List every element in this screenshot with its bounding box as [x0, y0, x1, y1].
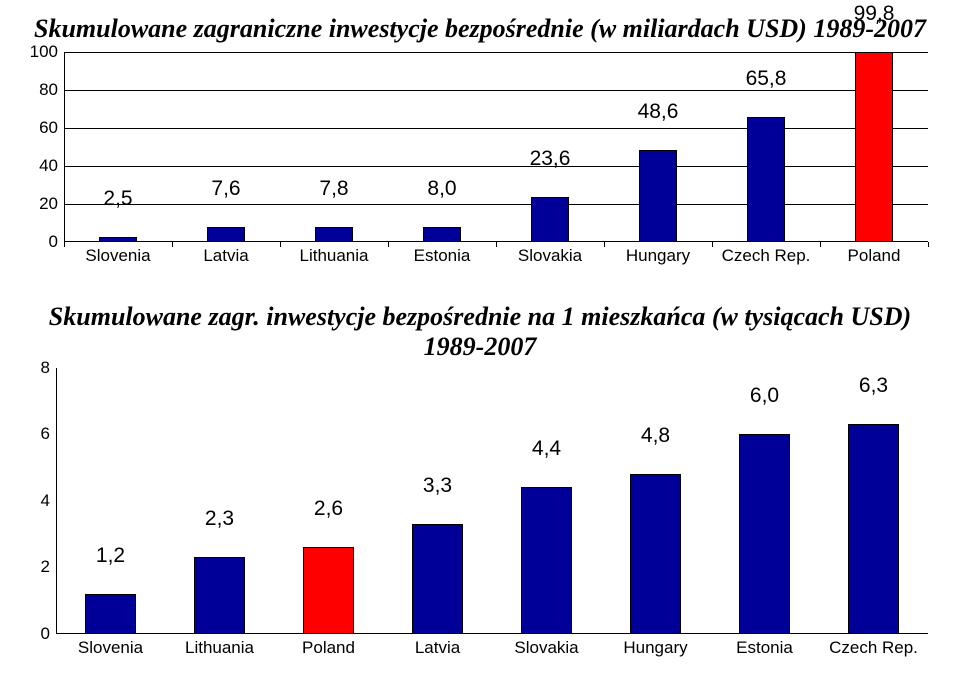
y-tick-label: 80	[39, 80, 58, 100]
bar	[99, 237, 137, 242]
value-label: 2,5	[103, 187, 132, 211]
y-tick-label: 0	[49, 232, 58, 252]
y-axis	[56, 368, 57, 634]
x-tickmark	[604, 242, 605, 247]
title-line: Skumulowane zagraniczne inwestycje bezpo…	[34, 14, 926, 43]
bar	[855, 52, 893, 242]
gridline	[64, 52, 928, 53]
bar	[639, 150, 677, 242]
category-label: Lithuania	[185, 638, 254, 658]
bar	[747, 117, 785, 242]
bar	[531, 197, 569, 242]
category-label: Hungary	[623, 638, 687, 658]
x-tickmark	[928, 242, 929, 247]
y-axis	[64, 52, 65, 242]
category-label: Czech Rep.	[722, 246, 811, 266]
x-tickmark	[388, 242, 389, 247]
category-label: Slovenia	[85, 246, 150, 266]
gridline	[64, 128, 928, 129]
x-tickmark	[496, 242, 497, 247]
category-label: Estonia	[414, 246, 471, 266]
value-label: 6,3	[859, 374, 888, 398]
category-label: Latvia	[203, 246, 248, 266]
bar	[194, 557, 244, 633]
bar	[739, 434, 789, 634]
bar	[521, 487, 571, 633]
y-tick-label: 60	[39, 118, 58, 138]
value-label: 4,8	[641, 424, 670, 448]
gridline	[64, 166, 928, 167]
category-label: Latvia	[415, 638, 460, 658]
value-label: 2,3	[205, 507, 234, 531]
category-label: Lithuania	[299, 246, 368, 266]
value-label: 99,8	[854, 2, 895, 26]
chart-top-plot: 0204060801002,5Slovenia7,6Latvia7,8Lithu…	[64, 52, 928, 242]
gridline	[64, 90, 928, 91]
bar	[630, 474, 680, 634]
value-label: 48,6	[638, 100, 679, 124]
category-label: Slovakia	[518, 246, 582, 266]
category-label: Hungary	[626, 246, 690, 266]
chart-top-title: Skumulowane zagraniczne inwestycje bezpo…	[22, 14, 938, 44]
title-line: Skumulowane zagr. inwestycje bezpośredni…	[49, 302, 911, 361]
value-label: 3,3	[423, 474, 452, 498]
category-label: Poland	[848, 246, 901, 266]
y-tick-label: 20	[39, 194, 58, 214]
value-label: 7,8	[319, 177, 348, 201]
x-tickmark	[712, 242, 713, 247]
chart-bottom-plot: 024681,2Slovenia2,3Lithuania2,6Poland3,3…	[56, 368, 928, 634]
x-axis	[56, 633, 928, 634]
bar	[303, 547, 353, 633]
value-label: 8,0	[427, 177, 456, 201]
category-label: Czech Rep.	[829, 638, 918, 658]
chart-bottom: 024681,2Slovenia2,3Lithuania2,6Poland3,3…	[22, 368, 938, 662]
value-label: 1,2	[96, 544, 125, 568]
bar	[85, 594, 135, 634]
value-label: 2,6	[314, 497, 343, 521]
value-label: 7,6	[211, 177, 240, 201]
y-tick-label: 40	[39, 156, 58, 176]
value-label: 65,8	[746, 67, 787, 91]
chart-bottom-title: Skumulowane zagr. inwestycje bezpośredni…	[22, 302, 938, 362]
gridline	[64, 204, 928, 205]
value-label: 23,6	[530, 147, 571, 171]
bar	[315, 227, 353, 242]
x-tickmark	[172, 242, 173, 247]
value-label: 6,0	[750, 384, 779, 408]
category-label: Poland	[302, 638, 355, 658]
x-tickmark	[280, 242, 281, 247]
x-tickmark	[820, 242, 821, 247]
y-tick-label: 8	[41, 358, 50, 378]
bar	[207, 227, 245, 241]
y-tick-label: 100	[30, 42, 58, 62]
y-tick-label: 0	[41, 624, 50, 644]
y-tick-label: 2	[41, 557, 50, 577]
bar	[423, 227, 461, 242]
chart-top: 0204060801002,5Slovenia7,6Latvia7,8Lithu…	[22, 52, 938, 270]
category-label: Slovenia	[78, 638, 143, 658]
x-tickmark	[64, 242, 65, 247]
bar	[412, 524, 462, 634]
value-label: 4,4	[532, 437, 561, 461]
y-tick-label: 6	[41, 424, 50, 444]
bar	[848, 424, 898, 633]
category-label: Estonia	[736, 638, 793, 658]
category-label: Slovakia	[514, 638, 578, 658]
y-tick-label: 4	[41, 491, 50, 511]
